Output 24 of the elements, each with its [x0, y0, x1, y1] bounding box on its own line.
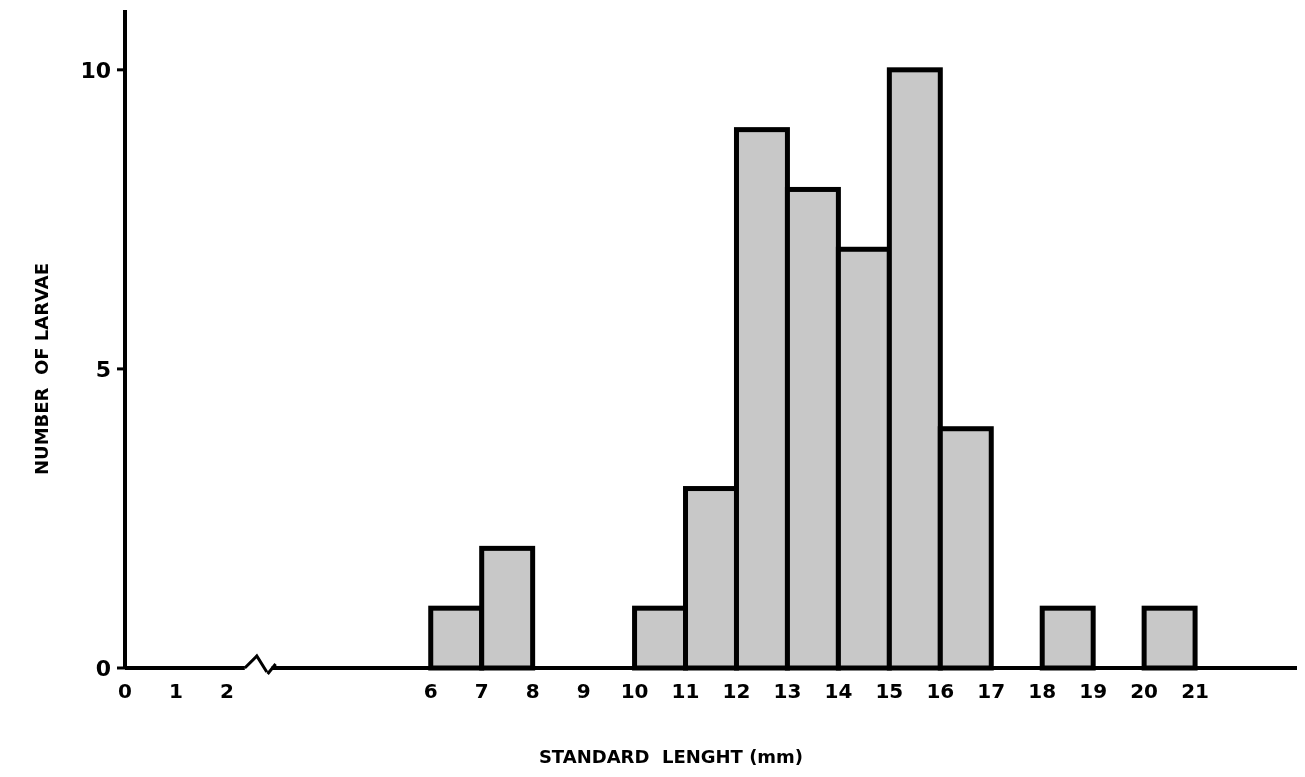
- x-tick-label: 20: [1130, 679, 1159, 703]
- x-tick-label: 10: [620, 679, 649, 703]
- x-tick-label: 7: [474, 679, 489, 703]
- x-axis-title: STANDARD LENGHT (mm): [538, 746, 804, 767]
- y-axis-title: NUMBER OF LARVAE: [31, 262, 52, 476]
- x-tick-label: 1: [169, 679, 183, 703]
- x-tick-label: 6: [423, 679, 438, 703]
- x-tick-label: 14: [824, 679, 853, 703]
- y-tick-label: 5: [95, 356, 111, 382]
- x-tick-label: 12: [722, 679, 751, 703]
- y-tick-label: 0: [95, 655, 111, 681]
- x-tick-label: 0: [118, 679, 132, 703]
- x-tick-label: 21: [1181, 679, 1210, 703]
- x-tick-label: 17: [977, 679, 1006, 703]
- x-tick-label: 15: [875, 679, 904, 703]
- x-tick-label: 9: [576, 679, 591, 703]
- x-tick-label: 13: [773, 679, 802, 703]
- x-tick-label: 16: [926, 679, 955, 703]
- x-tick-label: 11: [671, 679, 700, 703]
- y-tick-label: 10: [80, 57, 111, 83]
- x-tick-label: 18: [1028, 679, 1057, 703]
- x-tick-label: 8: [525, 679, 540, 703]
- x-tick-label: 19: [1079, 679, 1108, 703]
- x-tick-label: 2: [219, 679, 234, 703]
